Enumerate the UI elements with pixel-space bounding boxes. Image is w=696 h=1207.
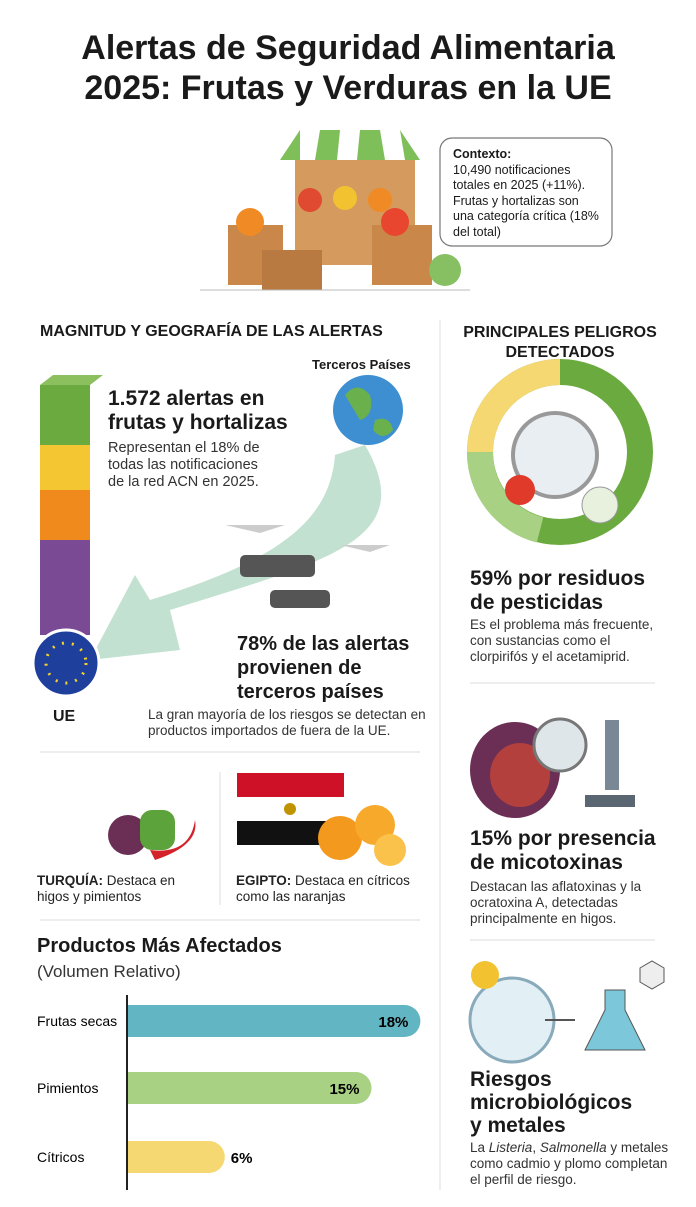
products-subtitle: (Volumen Relativo) — [37, 962, 181, 981]
hazard-title: 59% por residuos de pesticidas — [470, 567, 646, 614]
origin-label: Terceros Países — [312, 357, 411, 372]
text-part: y metales como cadmio y plomo completan … — [470, 1140, 669, 1187]
hazard-title: Riesgos microbiológicos y metales — [470, 1068, 633, 1137]
bar — [127, 1072, 372, 1104]
text-part: , — [532, 1140, 540, 1155]
country: EGIPTO: Destaca en cítricos como las nar… — [236, 873, 426, 905]
text-part: Listeria — [488, 1140, 533, 1155]
stat: 78% de las alertas provienen de terceros… — [237, 633, 410, 703]
bar-category: Pimientos — [37, 1080, 98, 1096]
stat-text: La gran mayoría de los riesgos se detect… — [148, 707, 426, 738]
turkey-illustration — [108, 810, 196, 860]
hazard-text: Es el problema más frecuente, con sustan… — [470, 617, 654, 664]
country-name: TURQUÍA: — [37, 873, 103, 888]
orange-illustration — [318, 805, 406, 866]
bar-label: 15% — [329, 1081, 359, 1098]
stat-text: Representan el 18% de todas las notifica… — [108, 440, 260, 490]
market-illustration — [200, 130, 470, 291]
context: Contexto: 10,490 notificaciones totales e… — [453, 147, 603, 240]
eu-label: UE — [53, 708, 76, 725]
section-heading: MAGNITUD Y GEOGRAFÍA DE LAS ALERTAS — [40, 323, 383, 340]
title-line: 2025: Frutas y Verduras en la UE — [84, 69, 612, 107]
country-text: Destaca en higos y pimientos — [37, 873, 176, 904]
eu-flag — [31, 628, 101, 698]
micro-illustration — [468, 960, 665, 1064]
bar-category: Frutas secas — [37, 1013, 117, 1029]
country-name: EGIPTO: — [236, 873, 292, 888]
bar — [127, 1005, 421, 1037]
title-line: Alertas de Seguridad Alimentaria — [81, 29, 615, 67]
bar-label: 6% — [231, 1150, 253, 1167]
country: TURQUÍA: Destaca en higos y pimientos — [37, 873, 207, 905]
pesticide-donut — [466, 359, 653, 545]
hazard-text: Destacan las aflatoxinas y la ocratoxina… — [470, 879, 642, 926]
context-text: 10,490 notificaciones totales en 2025 (+… — [453, 162, 599, 239]
flow-arrow — [90, 445, 382, 660]
stat: 1.572 alertas en frutas y hortalizas — [108, 387, 288, 434]
country-text: Destaca en cítricos como las naranjas — [236, 873, 410, 904]
text-part: Salmonella — [539, 1140, 607, 1155]
hazard-title: 15% por presencia de micotoxinas — [470, 827, 656, 874]
bar-label: 18% — [378, 1014, 408, 1031]
hazard-text: La Listeria, Salmonella y metales como c… — [470, 1140, 670, 1188]
bar-category: Cítricos — [37, 1149, 84, 1165]
stack-illustration — [40, 375, 103, 635]
title: Alertas de Seguridad Alimentaria 2025: Fr… — [0, 28, 696, 108]
products-title: Productos Más Afectados — [37, 935, 282, 957]
context-bubble — [439, 137, 613, 247]
mycotoxin-illustration — [470, 717, 635, 818]
transport-illustration — [225, 525, 390, 608]
context-label: Contexto: — [453, 147, 512, 161]
text-part: La — [470, 1140, 489, 1155]
section-heading: PRINCIPALES PELIGROS DETECTADOS — [463, 324, 657, 361]
bar — [127, 1141, 225, 1173]
